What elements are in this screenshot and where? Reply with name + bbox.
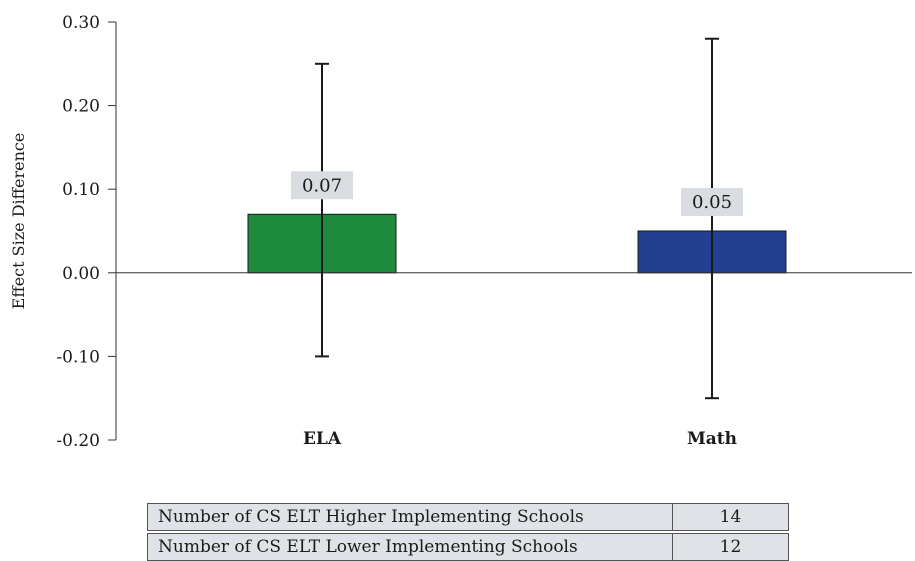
y-axis-label: Effect Size Difference <box>9 133 28 310</box>
y-tick-label: 0.30 <box>62 13 100 33</box>
bar-chart: 0.30 0.20 0.10 0.00 -0.10 -0.20 Effect Size D… <box>9 13 912 451</box>
y-tick-label: 0.00 <box>62 264 100 284</box>
table-row-value: 12 <box>672 533 789 561</box>
data-labels: 0.07 0.05 <box>291 171 743 216</box>
data-label: 0.07 <box>302 175 342 196</box>
category-label: Math <box>687 429 737 449</box>
bars <box>247 213 787 274</box>
table-row-value: 14 <box>672 503 789 531</box>
category-label: ELA <box>303 429 342 449</box>
y-tick-label: 0.20 <box>62 97 100 117</box>
category-labels: ELA Math <box>303 429 737 449</box>
table-row: Number of CS ELT Lower Implementing Scho… <box>147 533 789 561</box>
data-label: 0.05 <box>692 192 732 213</box>
data-label-background <box>681 188 743 216</box>
table-row-label: Number of CS ELT Higher Implementing Sch… <box>147 503 673 531</box>
y-tick-label: 0.10 <box>62 180 100 200</box>
error-bars <box>315 37 719 400</box>
y-tick-label: -0.20 <box>56 431 100 451</box>
table-row-label: Number of CS ELT Lower Implementing Scho… <box>147 533 673 561</box>
table-row: Number of CS ELT Higher Implementing Sch… <box>147 503 789 531</box>
school-count-table: Number of CS ELT Higher Implementing Sch… <box>147 503 789 561</box>
y-tick-label: -0.10 <box>56 347 100 367</box>
y-axis: 0.30 0.20 0.10 0.00 -0.10 -0.20 <box>56 13 117 451</box>
data-label-background <box>291 171 353 200</box>
